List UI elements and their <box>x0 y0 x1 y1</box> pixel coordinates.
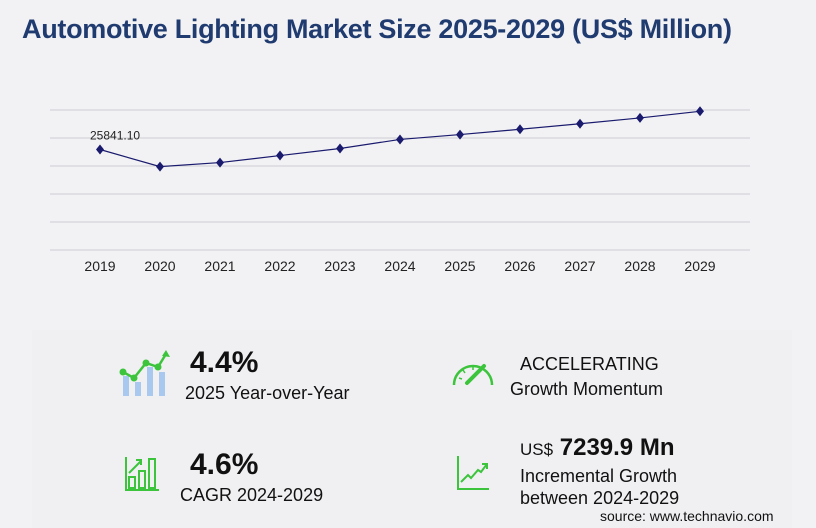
x-tick-label: 2028 <box>624 258 655 274</box>
source-text: source: www.technavio.com <box>600 508 774 524</box>
data-point <box>516 124 524 135</box>
yoy-label: 2025 Year-over-Year <box>185 383 350 403</box>
data-point <box>96 144 104 155</box>
incremental-label-1: Incremental Growth <box>520 466 678 486</box>
data-point <box>216 157 224 168</box>
x-tick-label: 2019 <box>84 258 115 274</box>
incremental-value: 7239.9 Mn <box>559 434 675 461</box>
data-label: 25841.10 <box>90 129 140 143</box>
cagr-chart-icon <box>125 457 159 491</box>
x-tick-label: 2020 <box>144 258 175 274</box>
data-point <box>456 129 464 140</box>
trend-line-icon <box>457 456 489 490</box>
data-point <box>396 134 404 145</box>
cagr-value: 4.6% <box>190 448 259 481</box>
data-point <box>696 106 704 117</box>
x-tick-label: 2021 <box>204 258 235 274</box>
currency-prefix: US$ <box>520 440 554 459</box>
growth-bar-chart-icon <box>119 350 170 396</box>
chart-title: Automotive Lighting Market Size 2025-202… <box>22 14 732 44</box>
line-chart: 2019 25841.10 2020 2021 2022 2023 2024 2025 2026… <box>50 106 750 274</box>
stats-panel <box>32 330 792 528</box>
x-tick-label: 2026 <box>504 258 535 274</box>
momentum-value: ACCELERATING <box>520 354 659 374</box>
data-point <box>276 150 284 161</box>
speedometer-icon <box>452 364 494 386</box>
x-tick-label: 2022 <box>264 258 295 274</box>
x-tick-label: 2025 <box>444 258 475 274</box>
cagr-label: CAGR 2024-2029 <box>180 485 324 505</box>
incremental-growth-amount: US$ 7239.9 Mn <box>520 434 674 462</box>
x-tick-label: 2024 <box>384 258 415 274</box>
data-point <box>156 161 164 172</box>
x-tick-label: 2023 <box>324 258 355 274</box>
x-tick-label: 2027 <box>564 258 595 274</box>
x-tick-label: 2029 <box>684 258 715 274</box>
momentum-label: Growth Momentum <box>510 379 664 399</box>
data-point <box>636 112 644 123</box>
data-point <box>336 143 344 154</box>
incremental-label-2: between 2024-2029 <box>520 488 680 508</box>
yoy-value: 4.4% <box>190 346 259 379</box>
data-point <box>576 118 584 129</box>
